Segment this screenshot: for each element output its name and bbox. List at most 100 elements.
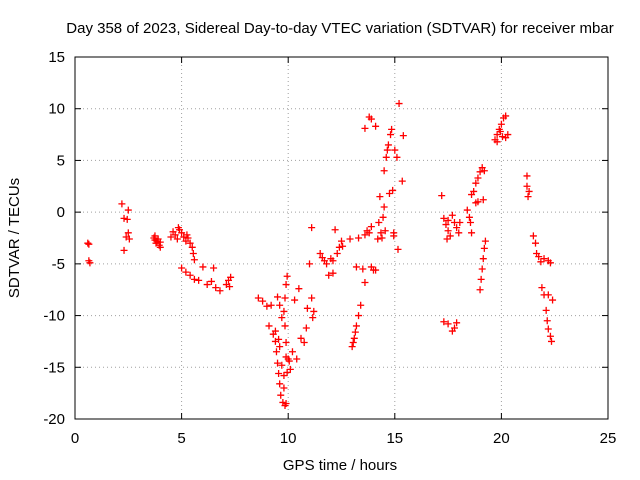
data-point <box>367 223 375 231</box>
data-point <box>440 318 448 326</box>
data-point <box>174 224 182 232</box>
data-point <box>84 239 92 247</box>
data-point <box>477 275 485 283</box>
data-point <box>124 206 132 214</box>
data-point <box>444 227 452 235</box>
data-point <box>502 134 510 142</box>
data-point <box>265 322 273 330</box>
data-point <box>300 338 308 346</box>
data-point <box>190 275 198 283</box>
data-point <box>443 235 451 243</box>
data-point <box>352 322 360 330</box>
data-point <box>178 264 186 272</box>
data-point <box>365 229 373 237</box>
data-point <box>540 255 548 263</box>
data-point <box>151 232 159 240</box>
data-point <box>543 317 551 325</box>
data-point <box>85 240 93 248</box>
data-point <box>323 260 331 268</box>
data-point <box>212 284 220 292</box>
x-tick-label: 5 <box>177 430 185 447</box>
data-point <box>274 359 282 367</box>
data-point <box>254 294 262 302</box>
data-point <box>316 250 324 258</box>
data-point <box>442 221 450 229</box>
data-point <box>285 357 293 365</box>
data-point <box>280 384 288 392</box>
data-point <box>546 259 554 267</box>
y-tick-label: 10 <box>48 101 65 118</box>
data-point <box>359 265 367 273</box>
data-point <box>376 193 384 201</box>
data-point <box>444 320 452 328</box>
data-point <box>275 335 283 343</box>
data-point <box>282 338 290 346</box>
data-point <box>338 237 345 245</box>
data-point <box>282 353 290 361</box>
data-point <box>385 190 393 198</box>
data-point <box>281 322 289 330</box>
data-point <box>390 232 398 240</box>
data-point <box>361 124 369 132</box>
data-point <box>474 174 482 182</box>
data-point <box>190 256 198 264</box>
data-point <box>389 186 397 194</box>
data-point <box>333 250 341 258</box>
data-point <box>309 314 317 322</box>
data-point <box>276 343 284 351</box>
data-point <box>293 355 301 363</box>
data-point <box>271 327 279 335</box>
data-point <box>493 131 501 139</box>
data-point <box>280 307 288 315</box>
data-point <box>481 237 489 245</box>
data-point <box>123 215 131 223</box>
data-point <box>278 314 286 322</box>
data-point <box>479 255 487 263</box>
data-point <box>395 100 403 108</box>
data-point <box>186 239 194 247</box>
data-point <box>367 115 375 123</box>
data-point <box>86 259 94 267</box>
data-point <box>207 277 215 285</box>
data-point <box>329 269 337 277</box>
data-point <box>446 232 454 240</box>
data-point <box>346 235 354 243</box>
data-point <box>538 284 546 292</box>
data-point <box>325 271 333 279</box>
data-points <box>84 100 557 410</box>
data-point <box>125 235 133 243</box>
data-point <box>167 233 175 241</box>
data-point <box>377 229 385 237</box>
data-point <box>267 301 275 309</box>
data-point <box>497 120 505 128</box>
data-point <box>352 263 360 271</box>
data-point <box>532 239 540 247</box>
data-point <box>524 193 532 201</box>
data-point <box>379 213 387 221</box>
data-point <box>463 206 471 214</box>
data-point <box>276 301 284 309</box>
data-point <box>120 246 128 254</box>
data-point <box>226 283 234 291</box>
axis-ticks: 0 5 10 15 20 25 -20 -15 -10 -5 0 5 10 15 <box>43 49 616 447</box>
data-point <box>277 391 285 399</box>
data-point <box>493 138 501 146</box>
data-point <box>361 278 369 286</box>
data-point <box>263 302 271 310</box>
x-tick-label: 25 <box>600 430 617 447</box>
data-point <box>537 258 545 266</box>
data-point <box>173 235 181 243</box>
data-point <box>383 146 391 154</box>
data-point <box>498 133 506 141</box>
data-point <box>183 231 191 239</box>
y-tick-label: -10 <box>43 308 65 325</box>
data-point <box>349 338 357 346</box>
data-point <box>120 214 128 222</box>
data-point <box>529 232 537 240</box>
data-point <box>216 287 224 295</box>
data-point <box>387 131 395 139</box>
data-point <box>466 218 474 226</box>
data-point <box>335 243 343 251</box>
data-point <box>295 285 303 293</box>
